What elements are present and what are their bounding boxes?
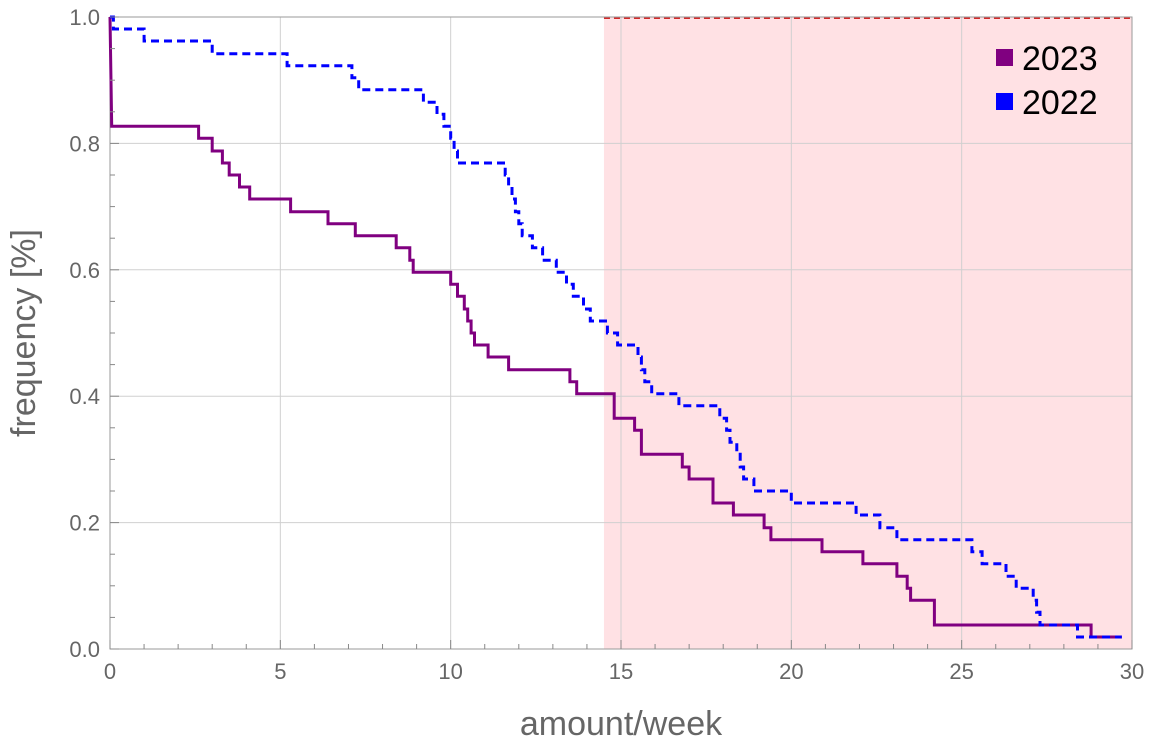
- series-layer: [108, 15, 1122, 639]
- legend-label-2022: 2022: [1022, 84, 1098, 122]
- y-tick-label-0: 0.0: [69, 637, 100, 662]
- y-tick-label-2: 0.4: [69, 384, 100, 409]
- x-tick-label-4: 20: [779, 659, 803, 684]
- x-tick-label-5: 25: [949, 659, 973, 684]
- legend-swatch-2022: [996, 93, 1013, 110]
- x-tick-label-2: 10: [438, 659, 462, 684]
- y-tick-label-4: 0.8: [69, 131, 100, 156]
- x-tick-label-1: 5: [274, 659, 286, 684]
- legend: 2023 2022: [996, 40, 1098, 122]
- tick-layer: 0 5 10 15 20 25 30 0.0 0.2 0.4 0.6 0.8 1.0: [69, 5, 1144, 684]
- y-axis-label: frequency [%]: [5, 229, 43, 437]
- legend-swatch-2023: [996, 49, 1013, 66]
- shaded-region: [603, 17, 1132, 649]
- x-axis-label: amount/week: [520, 705, 723, 743]
- series-line-2023: [108, 16, 1122, 639]
- y-tick-label-5: 1.0: [69, 5, 100, 30]
- y-tick-label-3: 0.6: [69, 258, 100, 283]
- shaded-region-layer: [603, 17, 1132, 649]
- series-line-2022: [110, 15, 1122, 639]
- x-tick-label-6: 30: [1120, 659, 1144, 684]
- x-tick-label-0: 0: [104, 659, 116, 684]
- x-tick-label-3: 15: [609, 659, 633, 684]
- y-tick-label-1: 0.2: [69, 511, 100, 536]
- legend-label-2023: 2023: [1022, 40, 1098, 78]
